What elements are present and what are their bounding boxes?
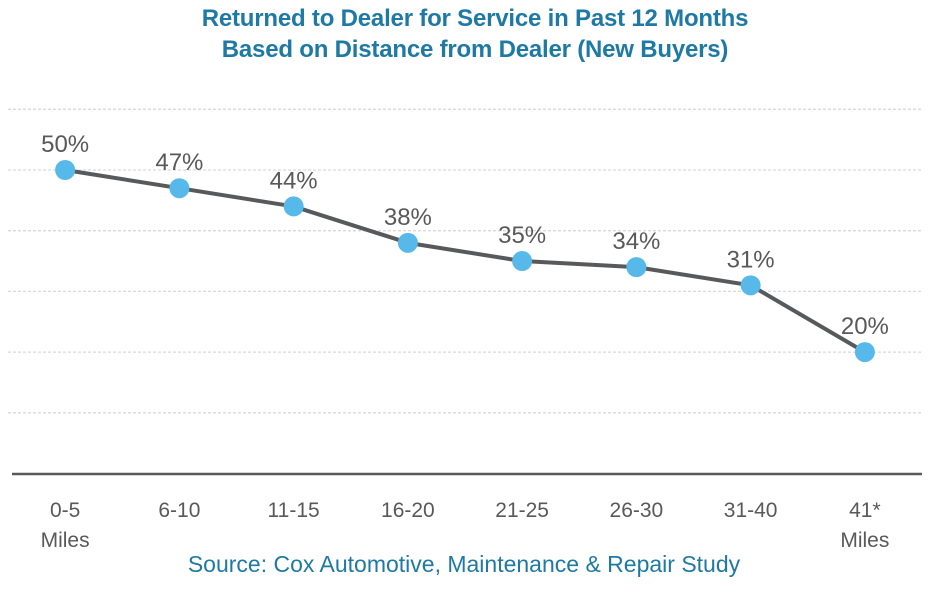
x-axis-label: 6-10 (158, 499, 200, 522)
data-point-label: 35% (498, 222, 546, 249)
data-point-label: 38% (384, 204, 432, 231)
x-axis-label: 11-15 (268, 499, 320, 522)
source-caption: Source: Cox Automotive, Maintenance & Re… (187, 551, 741, 577)
x-axis-label: 31-40 (724, 499, 778, 522)
data-point-marker (397, 232, 418, 253)
data-point-marker (55, 160, 76, 180)
chart-title-line-1: Returned to Dealer for Service in Past 1… (201, 5, 749, 32)
x-axis-label: 16-20 (381, 499, 435, 522)
chart-title: Returned to Dealer for Service in Past 1… (0, 3, 950, 65)
x-axis-label: 41* (849, 499, 881, 522)
x-axis-label: 21-25 (495, 499, 549, 522)
x-axis-sublabel: Miles (840, 529, 889, 552)
data-point-marker (512, 251, 533, 272)
data-point-marker (283, 196, 304, 217)
chart-title-line-2: Based on Distance from Dealer (New Buyer… (221, 36, 729, 63)
x-axis-label: 0-5 (50, 499, 80, 522)
data-point-label: 44% (270, 167, 318, 194)
data-point-marker (740, 275, 761, 296)
data-point-label: 50% (41, 131, 89, 158)
data-point-marker (169, 178, 190, 199)
data-point-label: 20% (841, 313, 889, 340)
x-axis-sublabel: Miles (41, 529, 90, 552)
series-line (63, 168, 867, 355)
data-point-marker (626, 257, 647, 278)
data-point-label: 31% (727, 246, 775, 273)
data-point-marker (854, 342, 875, 363)
data-point-label: 34% (612, 228, 660, 255)
data-point-label: 47% (155, 149, 203, 176)
x-axis-label: 26-30 (610, 499, 664, 522)
